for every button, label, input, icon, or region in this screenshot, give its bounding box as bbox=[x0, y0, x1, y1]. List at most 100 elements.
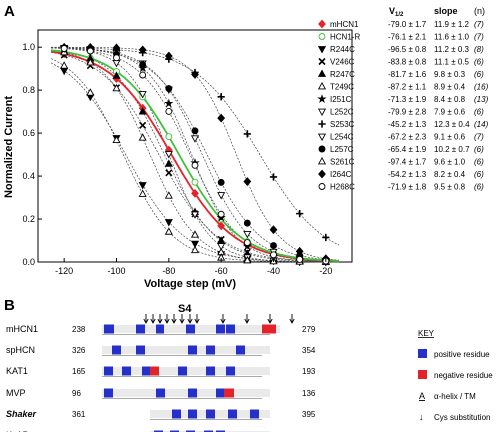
key-label: α-helix / TM bbox=[434, 392, 476, 401]
sequence-band bbox=[102, 346, 270, 354]
end-residue: 136 bbox=[302, 389, 316, 398]
species-name: Shaker bbox=[6, 409, 37, 419]
series-vhalf: -97.4 ± 1.7 bbox=[388, 158, 427, 167]
series-vhalf: -76.1 ± 2.1 bbox=[388, 33, 427, 42]
series-vhalf: -81.7 ± 1.6 bbox=[388, 70, 427, 79]
legend-marker bbox=[318, 145, 326, 153]
marker-h268c bbox=[86, 47, 94, 55]
series-name: L252C bbox=[330, 108, 354, 117]
marker-l252c bbox=[217, 243, 226, 251]
series-n: (6) bbox=[474, 170, 484, 179]
key-symbol: A bbox=[419, 391, 425, 401]
marker-s253c bbox=[296, 210, 304, 218]
series-n: (6) bbox=[474, 158, 484, 167]
plot-border bbox=[37, 29, 353, 263]
marker-l252c bbox=[112, 59, 121, 68]
marker-s261c bbox=[164, 227, 173, 235]
legend-marker bbox=[318, 33, 326, 40]
curve-r247c bbox=[51, 49, 339, 263]
legend-marker bbox=[318, 183, 326, 190]
legend-row: L257C -65.4 ± 1.9 10.2 ± 0.7 (6) bbox=[318, 145, 484, 154]
cys-arrow bbox=[143, 314, 149, 324]
legend-row: L254C -67.2 ± 2.3 9.1 ± 0.6 (7) bbox=[317, 133, 484, 142]
legend-table: V1/2 slope (n) mHCN1 -79.0 ± 1.7 11.9 ± 1.… bbox=[317, 6, 489, 192]
cys-arrow bbox=[179, 314, 185, 324]
legend-row: L252C -79.9 ± 2.8 7.9 ± 0.6 (6) bbox=[317, 108, 484, 117]
series-n: (6) bbox=[474, 70, 484, 79]
series-vhalf: -45.2 ± 1.3 bbox=[388, 120, 427, 129]
series-vhalf: -79.9 ± 2.8 bbox=[388, 108, 427, 117]
series-name: L257C bbox=[330, 145, 354, 154]
marker-i264c bbox=[112, 43, 121, 53]
x-axis-label: Voltage step (mV) bbox=[144, 278, 236, 290]
key-label: Cys substitution bbox=[434, 413, 490, 422]
header-vhalf: V1/2 bbox=[389, 6, 404, 18]
positive-residue bbox=[236, 345, 245, 355]
cys-arrow bbox=[244, 314, 250, 324]
series-vhalf: -65.4 ± 1.9 bbox=[388, 145, 427, 154]
marker-l252c bbox=[138, 91, 147, 99]
marker-l254c bbox=[217, 192, 226, 200]
marker-r247c bbox=[164, 159, 173, 167]
positive-residue bbox=[186, 430, 195, 432]
key-title: KEY bbox=[418, 329, 435, 338]
marker-l254c bbox=[243, 230, 252, 239]
marker-hcn1-r bbox=[191, 178, 199, 186]
panel-b-letter: B bbox=[4, 297, 15, 314]
x-tick-label: -120 bbox=[55, 266, 73, 276]
series-name: I251C bbox=[330, 95, 352, 104]
marker-l257c bbox=[165, 85, 173, 93]
marker-s261c bbox=[86, 88, 95, 96]
cys-substitution-arrows bbox=[143, 314, 295, 324]
cys-arrow bbox=[194, 314, 200, 324]
series-vhalf: -67.2 ± 2.3 bbox=[388, 133, 427, 142]
marker-s261c bbox=[60, 61, 69, 69]
cys-arrow bbox=[220, 314, 226, 324]
positive-residue bbox=[104, 388, 113, 398]
legend-marker bbox=[317, 133, 327, 142]
marker-r247c bbox=[112, 71, 121, 79]
alignment-row: KAT1 165 193 bbox=[6, 366, 316, 377]
positive-residue bbox=[204, 430, 213, 432]
x-axis-ticks: -120 -100 -80 -60 -40 -20 bbox=[55, 258, 332, 276]
legend-row: S253C -45.2 ± 1.3 12.3 ± 0.4 (14) bbox=[318, 120, 489, 129]
series-n: (14) bbox=[474, 120, 489, 129]
series-vhalf: -79.0 ± 1.7 bbox=[388, 20, 427, 29]
key-label: negative residue bbox=[434, 371, 493, 380]
x-tick-label: -100 bbox=[107, 266, 125, 276]
alignment-row: spHCN 326 354 bbox=[6, 345, 316, 356]
panel-a-letter: A bbox=[4, 3, 15, 20]
positive-residue bbox=[188, 388, 197, 398]
curve-l257c bbox=[51, 47, 339, 261]
series-vhalf: -71.3 ± 1.9 bbox=[388, 95, 427, 104]
x-tick-label: -20 bbox=[319, 266, 332, 276]
legend-row: I251C -71.3 ± 1.9 8.4 ± 0.8 (13) bbox=[317, 94, 489, 104]
marker-t249c bbox=[112, 83, 121, 92]
alignment-row: MVP 96 136 bbox=[6, 388, 316, 399]
series-slope: 9.1 ± 0.6 bbox=[434, 133, 466, 142]
start-residue: 96 bbox=[72, 389, 81, 398]
marker-s253c bbox=[269, 173, 278, 181]
positive-residue bbox=[156, 324, 164, 334]
marker-t249c bbox=[138, 133, 147, 141]
series-n: (6) bbox=[474, 145, 484, 154]
legend-marker bbox=[317, 156, 327, 165]
series-n: (6) bbox=[474, 183, 484, 192]
positive-residue bbox=[136, 324, 145, 334]
marker-h268c bbox=[165, 107, 173, 115]
legend-marker bbox=[317, 46, 327, 54]
positive-residue bbox=[104, 366, 113, 376]
series-name: HCN1-R bbox=[330, 33, 360, 42]
boltzmann-curves bbox=[50, 46, 340, 263]
key-symbol: ↓ bbox=[419, 412, 424, 422]
positive-residue bbox=[216, 430, 225, 432]
y-tick-label: 0.6 bbox=[22, 128, 35, 138]
negative-residue bbox=[262, 324, 276, 334]
series-name: R244C bbox=[330, 45, 355, 54]
marker-i264c bbox=[164, 51, 173, 61]
legend-marker bbox=[318, 169, 326, 179]
series-slope: 9.8 ± 0.3 bbox=[434, 70, 466, 79]
series-name: V246C bbox=[330, 58, 355, 67]
negative-residue bbox=[224, 388, 234, 398]
x-tick-label: -60 bbox=[215, 266, 228, 276]
